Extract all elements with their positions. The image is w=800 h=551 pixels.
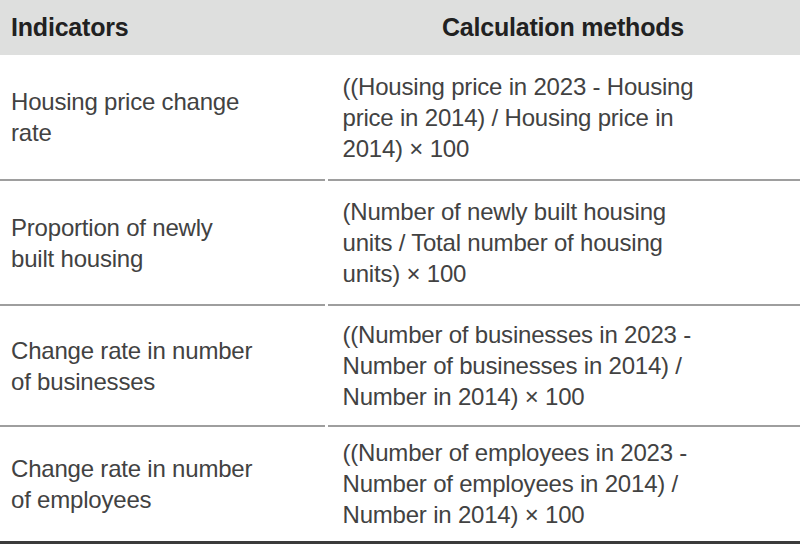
method-cell: ((Number of businesses in 2023 - Number … (326, 305, 800, 426)
indicator-cell: Proportion of newly built housing (0, 180, 326, 305)
indicator-cell: Housing price change rate (0, 55, 326, 180)
table-row: Change rate in number of businesses ((Nu… (0, 305, 800, 426)
column-header-calculation-methods: Calculation methods (326, 0, 800, 55)
table-row: Proportion of newly built housing (Numbe… (0, 180, 800, 305)
method-cell: ((Number of employees in 2023 - Number o… (326, 426, 800, 542)
indicator-cell: Change rate in number of businesses (0, 305, 326, 426)
indicators-table-page: Indicators Calculation methods Housing p… (0, 0, 800, 551)
table-row: Change rate in number of employees ((Num… (0, 426, 800, 542)
indicator-cell: Change rate in number of employees (0, 426, 326, 542)
indicators-table: Indicators Calculation methods Housing p… (0, 0, 800, 544)
method-cell: ((Housing price in 2023 - Housing price … (326, 55, 800, 180)
table-header-row: Indicators Calculation methods (0, 0, 800, 55)
method-cell: (Number of newly built housing units / T… (326, 180, 800, 305)
column-header-indicators: Indicators (0, 0, 326, 55)
table-row: Housing price change rate ((Housing pric… (0, 55, 800, 180)
